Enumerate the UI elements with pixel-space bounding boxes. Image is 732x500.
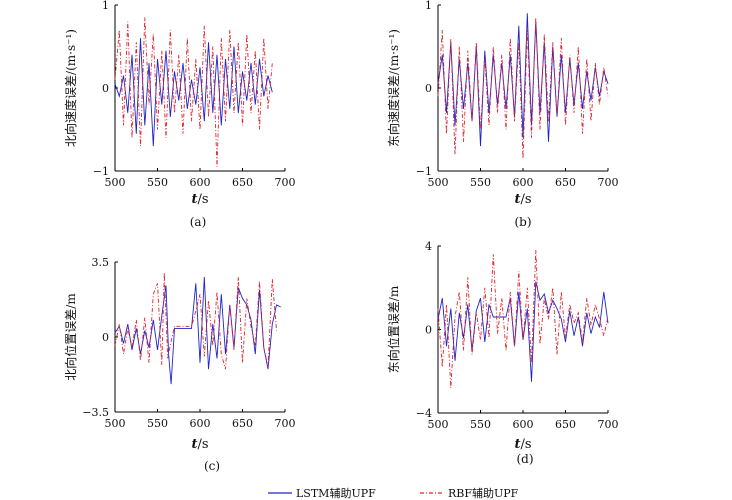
series-lstm-line bbox=[437, 281, 609, 382]
x-tick-label: 550 bbox=[470, 418, 491, 431]
series-rbf-line bbox=[437, 250, 609, 388]
panel-caption: (a) bbox=[190, 215, 207, 229]
y-axis-label: 东向速度误差/(m·s⁻¹) bbox=[386, 29, 401, 147]
y-axis-label: 北向速度误差/(m·s⁻¹) bbox=[63, 29, 78, 147]
x-tick-label: 650 bbox=[555, 418, 576, 431]
x-tick-label: 500 bbox=[105, 176, 126, 189]
y-tick-label: 4 bbox=[425, 240, 432, 253]
x-tick-label: 650 bbox=[232, 176, 253, 189]
x-tick-label: 550 bbox=[147, 176, 168, 189]
series-rbf-line bbox=[114, 17, 273, 167]
legend-lstm-label: LSTM辅助UPF bbox=[296, 486, 376, 500]
y-tick-label: 1 bbox=[102, 0, 109, 12]
panel-caption: (c) bbox=[204, 459, 220, 473]
x-tick-label: 550 bbox=[470, 176, 491, 189]
panel-d: 500 550 600 650 700 −4 0 4 东向位置误差/m t/s(d) bbox=[386, 240, 619, 466]
x-tick-label: 500 bbox=[105, 417, 126, 430]
x-tick-label: 600 bbox=[190, 417, 211, 430]
y-tick-label: 1 bbox=[425, 0, 432, 12]
x-tick-label: 500 bbox=[428, 176, 449, 189]
panel-c: 500 550 600 650 700 −3.5 0 3.5 北向位置误差/m t/s (c) bbox=[63, 256, 296, 473]
x-tick-label: 700 bbox=[275, 417, 296, 430]
panel-caption: (b) bbox=[514, 215, 531, 229]
x-tick-label: 700 bbox=[275, 176, 296, 189]
x-tick-label: 650 bbox=[555, 176, 576, 189]
x-tick-label: 600 bbox=[190, 176, 211, 189]
panel-b: 500 550 600 650 700 −1 0 1 东向速度误差/(m·s⁻¹) t/s (b) bbox=[386, 0, 619, 229]
y-tick-label: 0 bbox=[425, 324, 432, 337]
x-axis-label: t/s bbox=[191, 437, 208, 452]
y-tick-label: 3.5 bbox=[92, 256, 110, 269]
y-tick-label: 0 bbox=[425, 82, 432, 95]
y-tick-label: 0 bbox=[102, 82, 109, 95]
y-axis-label: 东向位置误差/m bbox=[386, 285, 401, 373]
x-tick-label: 550 bbox=[147, 417, 168, 430]
x-tick-label: 600 bbox=[513, 176, 534, 189]
y-tick-label: 0 bbox=[102, 331, 109, 344]
legend: LSTM辅助UPF RBF辅助UPF bbox=[268, 486, 519, 500]
y-tick-label: −1 bbox=[93, 165, 109, 178]
series-lstm-line bbox=[114, 276, 281, 385]
y-tick-label: −3.5 bbox=[82, 406, 109, 419]
y-axis-label: 北向位置误差/m bbox=[63, 293, 78, 381]
series-rbf-line bbox=[114, 272, 277, 370]
y-tick-label: −1 bbox=[416, 165, 432, 178]
y-tick-label: −4 bbox=[416, 407, 432, 420]
x-tick-label: 700 bbox=[598, 418, 619, 431]
panel-a: 500 550 600 650 700 −1 0 1 北向速度误差/(m·s⁻¹) t/s (a) bbox=[63, 0, 296, 229]
x-axis-label: t/s bbox=[514, 192, 531, 207]
x-axis-label: t/s bbox=[514, 437, 531, 452]
x-axis-label: t/s bbox=[191, 192, 208, 207]
x-tick-label: 650 bbox=[232, 417, 253, 430]
x-tick-label: 700 bbox=[598, 176, 619, 189]
x-tick-label: 600 bbox=[513, 418, 534, 431]
x-tick-label: 500 bbox=[428, 418, 449, 431]
legend-rbf-label: RBF辅助UPF bbox=[448, 486, 519, 500]
panel-caption: (d) bbox=[516, 452, 533, 466]
